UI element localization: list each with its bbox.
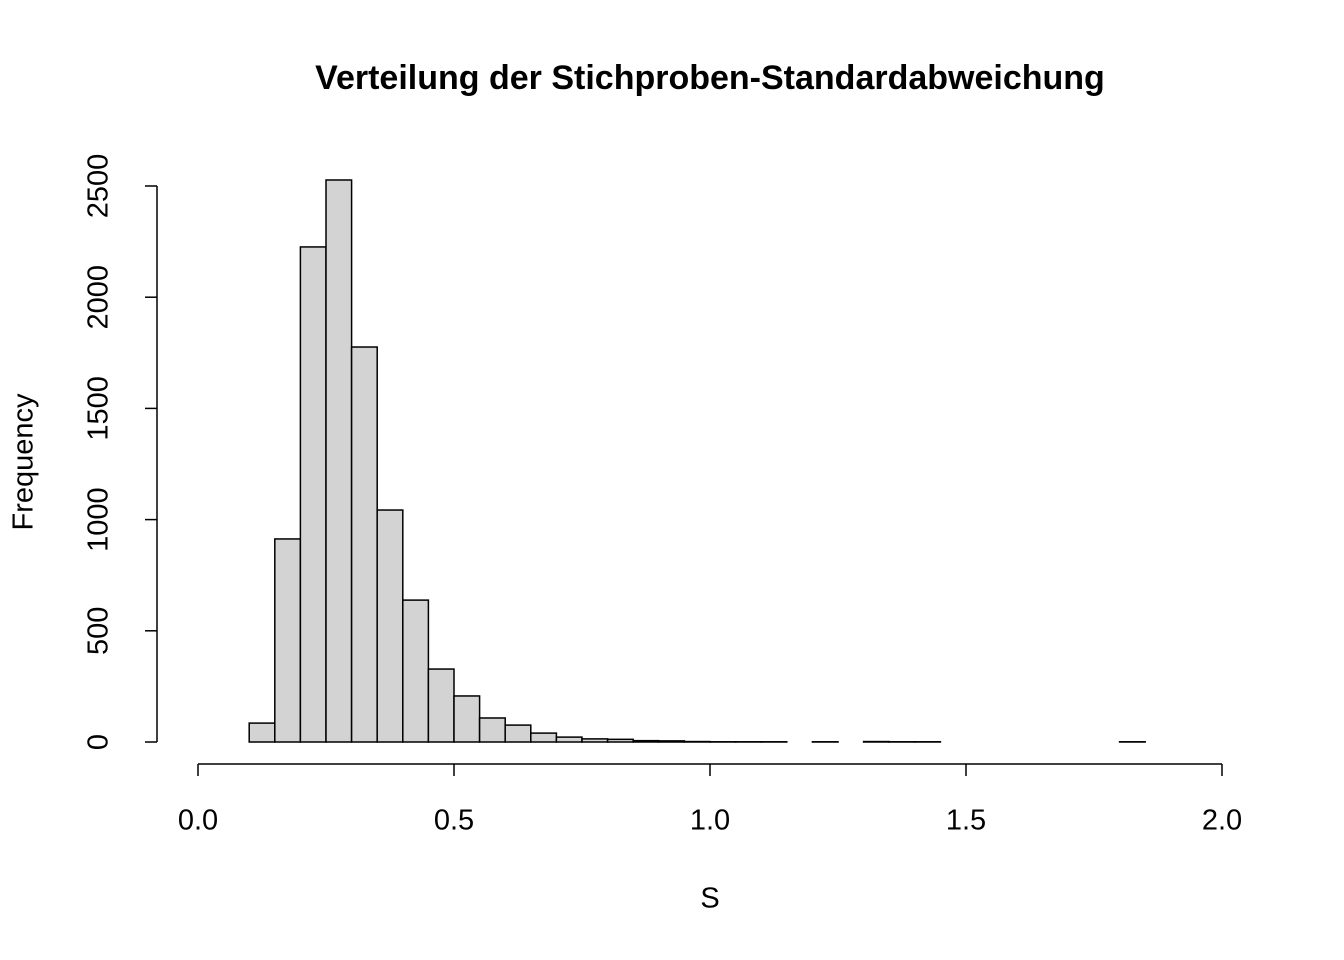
y-tick-label: 0 [83, 734, 115, 750]
bar [325, 179, 353, 743]
bar [632, 739, 660, 743]
x-tick-label: 0.0 [178, 805, 218, 837]
bar [402, 599, 430, 743]
x-axis-label: S [700, 883, 719, 915]
y-tick-label: 2000 [83, 265, 115, 330]
bar [555, 736, 583, 743]
bar [427, 668, 455, 743]
bar [504, 724, 532, 743]
bar [350, 346, 378, 743]
y-tick-label: 1500 [83, 376, 115, 441]
bar [274, 538, 302, 743]
bar [299, 246, 327, 743]
bar [606, 738, 634, 743]
x-tick-label: 1.0 [690, 805, 730, 837]
bar [453, 695, 481, 743]
bar [581, 738, 609, 743]
bar [376, 509, 404, 743]
y-tick-label: 2500 [83, 154, 115, 219]
x-tick-label: 1.5 [946, 805, 986, 837]
y-axis-label: Frequency [8, 393, 40, 531]
x-tick-label: 0.5 [434, 805, 474, 837]
bar [478, 717, 506, 743]
y-tick-label: 1000 [83, 487, 115, 552]
bar [530, 732, 558, 743]
bar [248, 722, 276, 743]
bar [658, 740, 686, 743]
y-tick-label: 500 [83, 607, 115, 655]
x-tick-label: 2.0 [1202, 805, 1242, 837]
chart-title: Verteilung der Stichproben-Standardabwei… [315, 59, 1105, 97]
